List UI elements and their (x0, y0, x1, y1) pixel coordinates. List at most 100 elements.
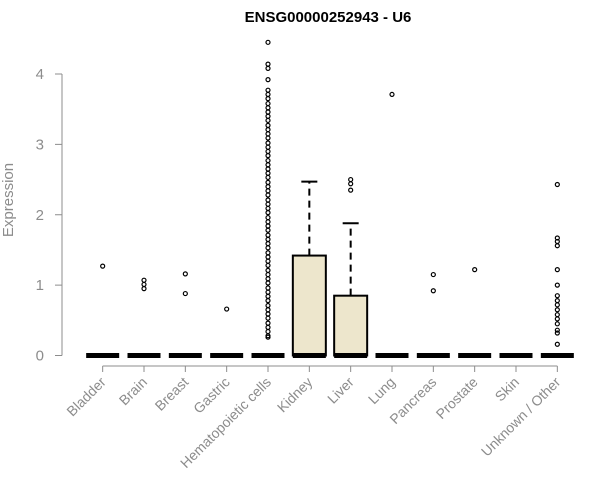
outlier-point (265, 166, 271, 172)
outlier-point (265, 188, 271, 194)
outlier-point (224, 306, 230, 312)
box-group (375, 91, 409, 358)
outlier-point (554, 321, 560, 327)
outlier-point (265, 126, 271, 133)
outlier-point (265, 148, 271, 155)
outlier-point (265, 109, 271, 115)
outlier-point (265, 65, 271, 71)
outlier-point (265, 174, 271, 181)
outlier-point (182, 271, 188, 277)
outlier-point (265, 39, 271, 45)
outlier-point (265, 245, 271, 251)
outlier-point (265, 205, 271, 212)
outlier-point (265, 276, 271, 282)
box (333, 294, 369, 357)
outlier-point (554, 316, 560, 322)
outlier-point (265, 219, 271, 225)
outlier-point (265, 192, 271, 198)
outlier-point (265, 307, 271, 313)
box-group (416, 271, 450, 358)
outlier-point (265, 197, 271, 203)
box-group (168, 271, 202, 358)
y-axis: 0 1 2 3 4 (36, 66, 63, 365)
outlier-point (265, 254, 271, 260)
box (291, 254, 327, 357)
outlier-point (141, 281, 147, 288)
outlier-point (265, 162, 271, 168)
outlier-point (265, 232, 271, 238)
outlier-point (554, 312, 560, 318)
x-tick-label: Brain (116, 374, 150, 408)
outlier-point (265, 77, 271, 83)
outlier-point (554, 307, 560, 313)
outlier-point (348, 176, 354, 183)
outlier-point (430, 288, 436, 294)
outlier-point (265, 113, 271, 119)
outlier-point (554, 243, 560, 249)
box-group (458, 267, 492, 358)
x-tick-label: Skin (492, 374, 523, 405)
outlier-point (265, 271, 271, 278)
outlier-point (265, 61, 271, 67)
x-tick-label: Lung (365, 374, 398, 407)
outlier-point (265, 298, 271, 304)
y-axis-label: Expression (0, 163, 17, 237)
outlier-point (265, 241, 271, 247)
outlier-point (265, 328, 271, 335)
outlier-point (265, 210, 271, 216)
outlier-point (265, 315, 271, 321)
outlier-point (265, 293, 271, 299)
outlier-point (265, 135, 271, 141)
box-group (210, 306, 244, 358)
outlier-point (265, 96, 271, 102)
outlier-point (265, 262, 271, 269)
outlier-point (265, 324, 271, 330)
outlier-point (265, 334, 271, 340)
outlier-point (389, 91, 395, 98)
outlier-point (554, 302, 560, 308)
y-tick-label: 4 (36, 66, 44, 83)
outlier-point (265, 201, 271, 207)
outlier-point (265, 105, 271, 111)
box-group (251, 39, 285, 358)
outlier-point (265, 289, 271, 295)
outlier-point (554, 330, 560, 336)
y-tick-label: 1 (36, 277, 44, 294)
box-group (333, 176, 369, 358)
outlier-point (265, 179, 271, 185)
outlier-point (265, 91, 271, 98)
box-group (540, 181, 574, 358)
box-group (291, 180, 327, 358)
outlier-point (265, 267, 271, 273)
outlier-point (265, 87, 271, 93)
outlier-point (348, 181, 354, 187)
x-tick-label: Prostate (433, 374, 481, 422)
outlier-point (554, 267, 560, 273)
outlier-point (265, 280, 271, 286)
outlier-point (265, 214, 271, 221)
x-tick-label: Kidney (274, 374, 316, 416)
outlier-point (554, 282, 560, 288)
outlier-point (430, 271, 436, 278)
outlier-point (265, 320, 271, 326)
outlier-point (554, 181, 560, 188)
outlier-point (554, 298, 560, 304)
outlier-point (472, 267, 478, 273)
x-tick-label: Bladder (63, 374, 109, 420)
y-tick-label: 3 (36, 136, 44, 153)
outlier-point (265, 153, 271, 159)
y-tick-label: 0 (36, 348, 44, 365)
outlier-point (265, 117, 271, 124)
x-tick-label: Breast (152, 374, 192, 414)
box-group (127, 277, 161, 358)
box-group (86, 263, 120, 358)
outlier-point (265, 236, 271, 242)
outlier-point (265, 223, 271, 229)
outlier-point (554, 341, 560, 347)
outlier-point (265, 170, 271, 176)
outlier-point (141, 277, 147, 283)
plot-area (86, 39, 574, 358)
